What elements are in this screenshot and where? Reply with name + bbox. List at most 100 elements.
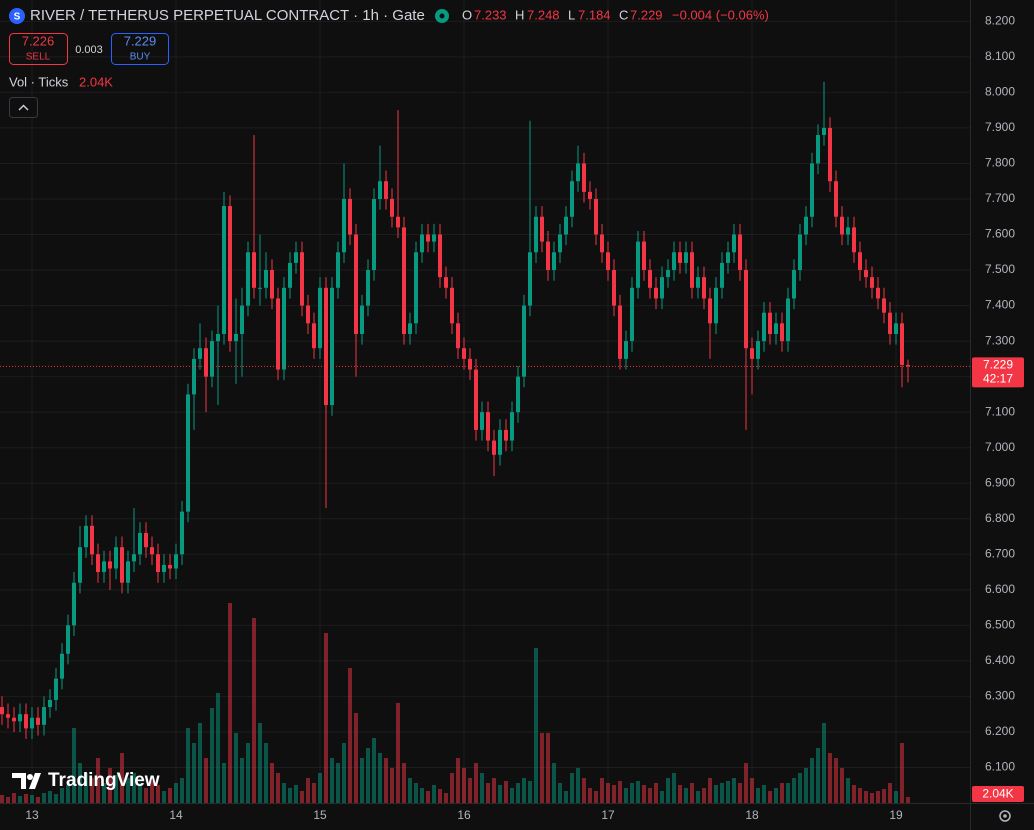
volume-legend-value: 2.04K (79, 74, 113, 89)
sell-price: 7.226 (22, 33, 55, 48)
candle-body (846, 227, 850, 235)
volume-bar (282, 783, 286, 803)
y-tick-label: 7.100 (985, 404, 1015, 418)
candle-body (660, 277, 664, 299)
ohlc-letter: H (515, 7, 524, 22)
volume-bar (786, 783, 790, 803)
candle-body (828, 127, 832, 182)
candle-body (840, 216, 844, 235)
symbol-icon-glyph: S (14, 12, 21, 23)
volume-bar (162, 791, 166, 803)
candle-body (900, 323, 904, 365)
volume-bar (210, 708, 214, 803)
volume-bar (102, 783, 106, 803)
candle-body (390, 198, 394, 217)
candle-body (468, 358, 472, 370)
countdown: 42:17 (983, 371, 1013, 385)
volume-badge-label: 2.04K (982, 787, 1013, 801)
candle-body (72, 582, 76, 626)
volume-bar (834, 758, 838, 803)
volume-bar (156, 785, 160, 803)
volume-bar (480, 773, 484, 803)
candle-body (690, 252, 694, 288)
x-tick-label: 15 (313, 808, 327, 822)
volume-bar (420, 788, 424, 803)
collapse-button[interactable] (9, 97, 38, 118)
volume-bar (354, 713, 358, 803)
chart-title: RIVER / TETHERUS PERPETUAL CONTRACT · 1h… (30, 7, 425, 24)
candle-body (558, 234, 562, 253)
volume-bar (678, 785, 682, 803)
price-axis: 6.100 6.200 6.300 6.400 6.500 6.600 6.700 6.800… (985, 13, 1015, 773)
candle-body (438, 234, 442, 278)
candle-body (234, 333, 238, 342)
volume-bar (198, 723, 202, 803)
volume-bar (168, 788, 172, 803)
candle-body (606, 252, 610, 271)
buy-button[interactable] (111, 33, 169, 65)
buy-price: 7.229 (124, 33, 157, 48)
volume-bar (870, 793, 874, 803)
volume-bar (42, 793, 46, 803)
candle-body (720, 262, 724, 288)
volume-bar (342, 743, 346, 803)
candle-body (342, 198, 346, 253)
volume-bar (450, 773, 454, 803)
candle-body (834, 181, 838, 217)
volume-bar (360, 758, 364, 803)
volume-bar (564, 791, 568, 803)
volume-bar (246, 743, 250, 803)
candle-body (816, 135, 820, 164)
volume-bar (900, 743, 904, 803)
volume-bar (654, 783, 658, 803)
volume-bar (384, 758, 388, 803)
volume-bar (138, 783, 142, 803)
settings-icon-center (1003, 814, 1007, 818)
y-tick-label: 7.000 (985, 440, 1015, 454)
volume-bar (798, 773, 802, 803)
candle-body (114, 547, 118, 569)
volume-bar (552, 763, 556, 803)
candle-body (492, 440, 496, 455)
volume-bar (372, 738, 376, 803)
volume-bar (264, 743, 268, 803)
y-tick-label: 8.000 (985, 85, 1015, 99)
volume-bar (396, 703, 400, 803)
candle-body (318, 287, 322, 349)
candle-body (894, 323, 898, 334)
candle-body (18, 714, 22, 722)
sell-button[interactable] (9, 33, 68, 65)
grid (0, 0, 970, 803)
candle-body (666, 270, 670, 278)
candle-body (858, 252, 862, 271)
candle-body (552, 252, 556, 271)
y-tick-label: 7.800 (985, 156, 1015, 170)
volume-bar (840, 768, 844, 803)
candle-body (192, 358, 196, 395)
volume-bar (708, 778, 712, 803)
volume-bar (318, 773, 322, 803)
ohlc-value: 7.233 (474, 7, 507, 22)
candle-body (336, 252, 340, 288)
volume-bar (780, 783, 784, 803)
volume-bar (276, 773, 280, 803)
volume-bar (60, 788, 64, 803)
candle-body (324, 287, 328, 406)
candle-body (138, 532, 142, 555)
candle-body (30, 717, 34, 729)
volume-bar (504, 781, 508, 803)
candle-body (306, 305, 310, 324)
volume-bar (600, 778, 604, 803)
settings-button[interactable] (999, 810, 1011, 822)
volume-bar (714, 785, 718, 803)
candle-body (264, 270, 268, 288)
candle-body (786, 298, 790, 342)
volume-bar (660, 791, 664, 803)
candle-body (774, 323, 778, 334)
ohlc-value: 7.229 (630, 7, 663, 22)
candle-body (228, 206, 232, 342)
candle-body (420, 234, 424, 253)
candle-body (162, 564, 166, 573)
candle-body (126, 561, 130, 583)
